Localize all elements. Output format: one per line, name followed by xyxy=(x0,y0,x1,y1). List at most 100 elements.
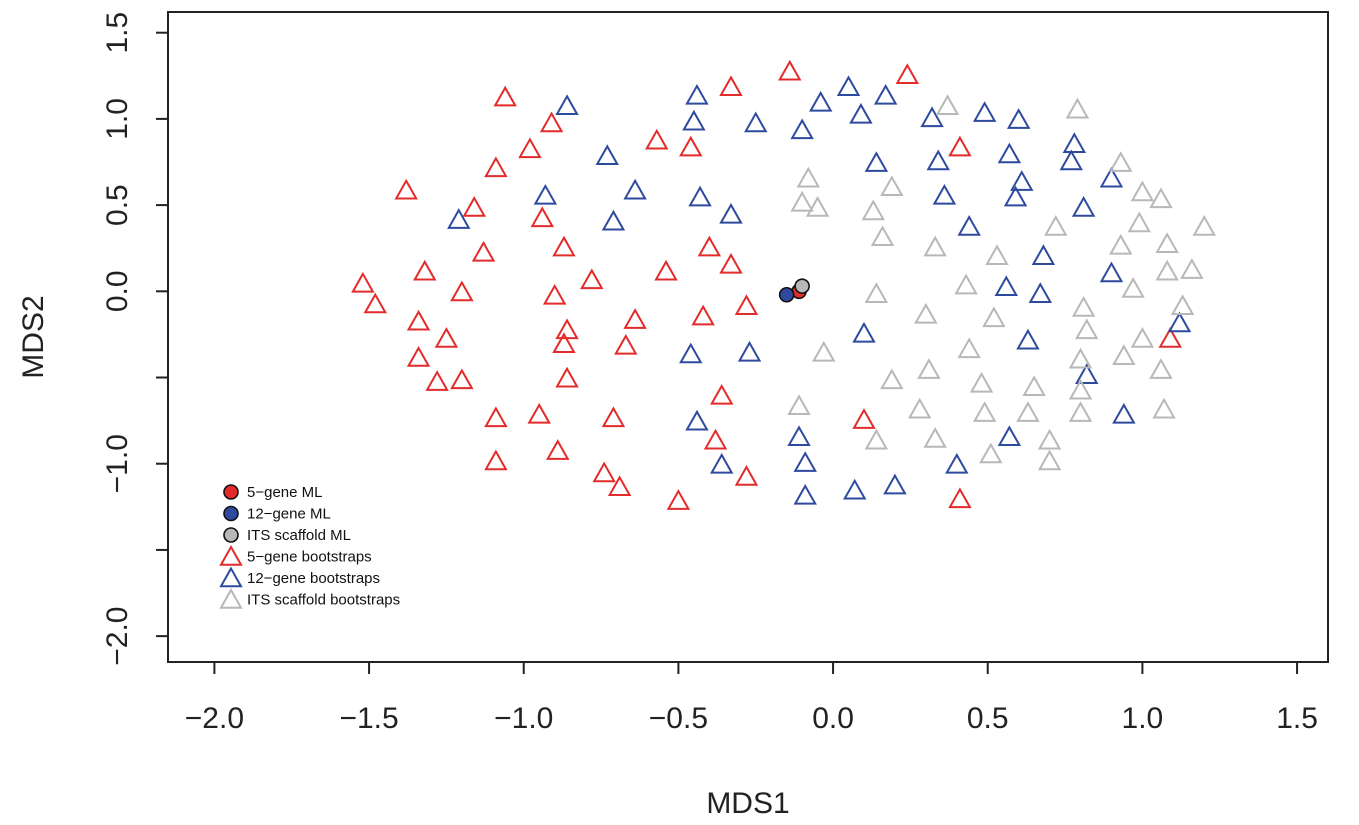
bootstrap-point xyxy=(945,452,969,474)
bootstrap-point xyxy=(793,483,817,505)
legend-symbol xyxy=(219,587,243,609)
bootstrap-point xyxy=(719,252,743,274)
bootstrap-point xyxy=(796,166,821,188)
bootstrap-point xyxy=(592,461,616,483)
bootstrap-point xyxy=(518,137,542,159)
bootstrap-point xyxy=(808,90,833,112)
bootstrap-point xyxy=(530,206,555,228)
bootstrap-point xyxy=(923,427,947,448)
bootstrap-point xyxy=(920,106,944,128)
y-tick-label: −2.0 xyxy=(101,607,134,666)
y-axis-title: MDS2 xyxy=(17,295,50,378)
x-tick-label: 0.5 xyxy=(967,702,1009,735)
bootstrap-point xyxy=(539,111,564,133)
bootstrap-point xyxy=(595,144,619,166)
bootstrap-point xyxy=(790,190,814,212)
series-its-scaffold-ml xyxy=(794,278,810,294)
series-12-gene-ml xyxy=(778,286,795,303)
bootstrap-point xyxy=(790,118,814,140)
x-tick-label: 1.5 xyxy=(1276,702,1318,735)
y-tick-label: 0.0 xyxy=(101,270,134,312)
bootstrap-point xyxy=(734,464,759,486)
bootstrap-point xyxy=(1109,151,1133,172)
bootstrap-point xyxy=(555,94,579,116)
bootstrap-point xyxy=(997,425,1022,447)
bootstrap-point xyxy=(580,268,604,290)
legend-symbol xyxy=(223,527,239,543)
bootstrap-point xyxy=(1112,344,1136,366)
legend-label: ITS scaffold bootstraps xyxy=(247,592,400,609)
ml-point xyxy=(794,278,810,294)
bootstrap-point xyxy=(1071,196,1096,217)
bootstrap-point xyxy=(954,273,978,295)
x-tick-label: −0.5 xyxy=(649,702,708,735)
bootstrap-point xyxy=(601,209,626,231)
bootstrap-point xyxy=(1099,261,1124,283)
legend-label: 12−gene ML xyxy=(247,506,331,523)
bootstrap-point xyxy=(932,183,957,205)
bootstrap-point xyxy=(719,75,743,97)
bootstrap-point xyxy=(1003,185,1028,207)
bootstrap-point xyxy=(691,304,715,326)
bootstrap-point xyxy=(450,280,474,302)
bootstrap-point xyxy=(406,346,431,367)
legend-symbol xyxy=(223,484,239,500)
bootstrap-point xyxy=(957,214,981,236)
bootstrap-point xyxy=(1130,327,1155,348)
bootstrap-point xyxy=(1068,378,1093,400)
bootstrap-point xyxy=(697,235,722,257)
bootstrap-point xyxy=(484,406,508,428)
series-5-gene-bootstraps xyxy=(351,59,1182,510)
bootstrap-point xyxy=(1167,311,1192,333)
bootstrap-point xyxy=(948,487,972,509)
bootstrap-point xyxy=(1037,449,1062,471)
x-tick-label: 0.0 xyxy=(812,702,854,735)
bootstrap-point xyxy=(864,428,889,450)
bootstrap-point xyxy=(852,408,876,429)
y-tick-label: 1.0 xyxy=(101,98,134,140)
x-tick-label: −1.0 xyxy=(494,702,553,735)
bootstrap-point xyxy=(685,409,709,431)
bootstrap-point xyxy=(972,101,997,122)
bootstrap-point xyxy=(484,156,508,178)
bootstrap-point xyxy=(607,475,632,497)
bootstrap-point xyxy=(555,366,579,388)
data-points xyxy=(351,59,1216,510)
bootstrap-point xyxy=(484,449,508,471)
bootstrap-point xyxy=(447,208,471,229)
bootstrap-point xyxy=(744,111,768,133)
y-tick-label: −1.0 xyxy=(101,434,134,493)
bootstrap-point xyxy=(852,321,876,343)
bootstrap-point xyxy=(883,473,907,495)
legend-label: 5−gene bootstraps xyxy=(247,549,372,566)
bootstrap-point xyxy=(1170,294,1195,316)
series-its-scaffold-bootstraps xyxy=(787,94,1216,471)
bootstrap-point xyxy=(709,452,734,474)
bootstrap-point xyxy=(985,244,1009,266)
legend-label: 5−gene ML xyxy=(247,484,322,501)
bootstrap-point xyxy=(843,478,867,500)
bootstrap-point xyxy=(880,175,904,197)
bootstrap-point xyxy=(654,259,678,281)
bootstrap-point xyxy=(623,178,647,200)
legend-symbol xyxy=(219,544,243,566)
bootstrap-point xyxy=(1158,327,1182,348)
bootstrap-point xyxy=(997,142,1022,164)
bootstrap-point xyxy=(1010,170,1034,191)
bootstrap-point xyxy=(1127,211,1152,233)
bootstrap-point xyxy=(948,135,972,157)
bootstrap-point xyxy=(552,235,576,257)
bootstrap-point xyxy=(1068,401,1093,422)
bootstrap-point xyxy=(703,428,728,450)
bootstrap-point xyxy=(1152,397,1176,419)
bootstrap-point xyxy=(682,109,706,131)
bootstrap-point xyxy=(1099,166,1124,188)
bootstrap-point xyxy=(1022,375,1046,397)
bootstrap-point xyxy=(413,259,437,281)
bootstrap-point xyxy=(645,128,669,150)
bootstrap-point xyxy=(434,327,459,348)
bootstrap-point xyxy=(552,332,576,353)
plot-frame xyxy=(167,11,1329,663)
bootstrap-point xyxy=(679,342,703,364)
bootstrap-point xyxy=(812,340,836,362)
